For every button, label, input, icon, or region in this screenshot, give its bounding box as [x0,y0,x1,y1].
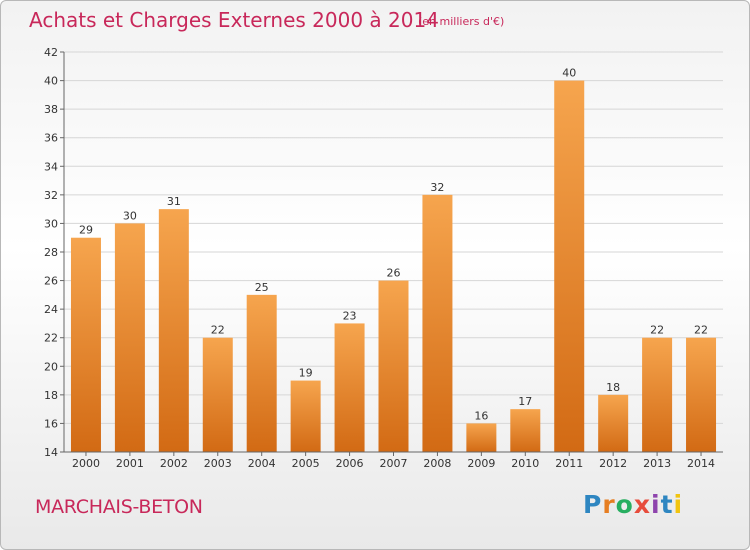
proxiti-logo: Proxiti [583,490,683,519]
y-tick-label: 18 [44,389,58,402]
y-tick-label: 28 [44,246,58,259]
chart-unit: (en milliers d'€) [418,15,505,28]
bar-2000 [70,237,101,452]
x-tick-label: 2009 [467,457,495,470]
bar-2003 [202,337,233,452]
y-tick-label: 42 [44,46,58,59]
x-tick-label: 2000 [72,457,100,470]
bar-2001 [114,223,145,452]
x-tick-label: 2001 [116,457,144,470]
bar-2010 [510,409,541,452]
bar-2006 [334,323,365,452]
bar-value-label: 25 [255,281,269,294]
logo-letter: t [660,490,674,519]
chart-title: Achats et Charges Externes 2000 à 2014 [29,8,439,32]
x-tick-label: 2014 [687,457,715,470]
bar-2011 [554,80,585,453]
bar-2005 [290,380,321,452]
y-tick-label: 30 [44,217,58,230]
labels: 14 16 18 20 22 24 26 28 30 32 34 36 38 40 42 29 2000 30 20… [44,46,715,470]
y-tick-label: 34 [44,160,58,173]
bar-value-label: 18 [606,381,620,394]
bar-value-label: 32 [430,181,444,194]
x-tick-label: 2003 [204,457,232,470]
logo-letter: P [583,490,603,519]
bar-value-label: 22 [650,324,664,337]
bar-value-label: 40 [562,67,576,80]
logo-letter: i [651,490,661,519]
bar-value-label: 22 [694,324,708,337]
x-tick-label: 2005 [292,457,320,470]
logo-letter: x [633,490,651,519]
y-tick-label: 14 [44,446,58,459]
bar-2007 [378,280,409,452]
bar-value-label: 17 [518,395,532,408]
y-tick-label: 24 [44,303,58,316]
bar-2014 [686,337,717,452]
bar-value-label: 31 [167,195,181,208]
y-tick-label: 20 [44,360,58,373]
y-tick-label: 36 [44,132,58,145]
y-tick-label: 16 [44,417,58,430]
y-tick-label: 22 [44,332,58,345]
x-tick-label: 2002 [160,457,188,470]
x-tick-label: 2010 [511,457,539,470]
x-tick-label: 2008 [423,457,451,470]
bar-value-label: 19 [299,367,313,380]
logo-letter: o [615,490,634,519]
axes [60,51,723,456]
y-tick-label: 26 [44,275,58,288]
bar-2004 [246,294,277,452]
bar-value-label: 26 [387,267,401,280]
x-tick-label: 2004 [248,457,276,470]
x-tick-label: 2012 [599,457,627,470]
bar-2012 [598,394,629,452]
x-tick-label: 2013 [643,457,671,470]
bar-value-label: 30 [123,209,137,222]
location-name: MARCHAIS-BETON [35,496,203,518]
bar-value-label: 16 [474,409,488,422]
logo-letter: i [673,490,684,519]
bar-2002 [158,209,189,452]
bars [70,80,717,453]
bar-value-label: 22 [211,324,225,337]
y-tick-label: 38 [44,103,58,116]
bar-2008 [422,194,453,452]
x-tick-label: 2007 [380,457,408,470]
y-tick-label: 40 [44,75,58,88]
x-tick-label: 2011 [555,457,583,470]
bar-2013 [642,337,673,452]
bar-value-label: 29 [79,224,93,237]
y-tick-label: 32 [44,189,58,202]
x-tick-label: 2006 [336,457,364,470]
bar-2009 [466,423,497,452]
bar-value-label: 23 [343,309,357,322]
logo-letter: r [602,490,616,519]
